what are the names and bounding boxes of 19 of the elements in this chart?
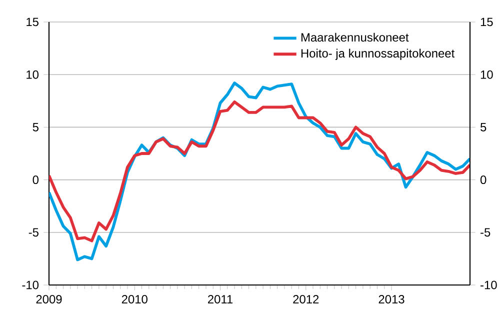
x-tick-label: 2011 — [208, 295, 233, 304]
x-tick-label: 2010 — [122, 295, 148, 304]
y-tick-label: -5 — [28, 228, 38, 237]
y-tick-label: 5 — [32, 123, 38, 132]
y2-tick-label: 0 — [480, 176, 486, 184]
y2-tick-label: -10 — [480, 280, 497, 290]
y2-tick-label: 10 — [480, 70, 493, 79]
y-tick-label: 10 — [26, 70, 39, 79]
legend-label: Hoito- ja kunnossapitokoneet — [301, 48, 455, 60]
y-tick-label: 0 — [32, 176, 39, 184]
x-tick-label: 2012 — [293, 295, 319, 304]
y-tick-label: -10 — [22, 280, 39, 290]
x-tick-label: 2009 — [36, 295, 62, 304]
y-tick-label: 15 — [26, 18, 38, 26]
y2-tick-label: 15 — [480, 18, 493, 26]
legend-label: Maarakennuskoneet — [301, 32, 409, 42]
x-tick-label: 2013 — [378, 295, 404, 304]
y2-tick-label: -5 — [480, 228, 490, 237]
y2-tick-label: 5 — [480, 123, 486, 132]
